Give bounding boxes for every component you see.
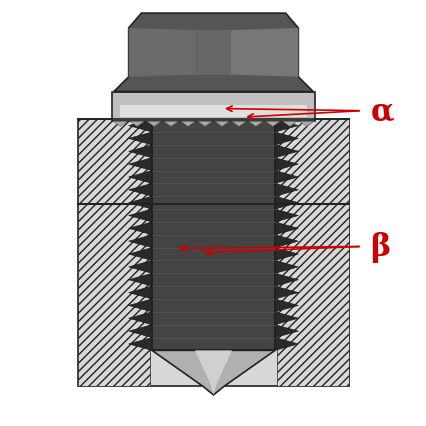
Polygon shape	[128, 184, 152, 197]
Polygon shape	[274, 248, 298, 261]
Polygon shape	[128, 133, 152, 146]
Polygon shape	[274, 312, 298, 325]
FancyBboxPatch shape	[120, 106, 306, 118]
Polygon shape	[128, 286, 152, 299]
Polygon shape	[147, 87, 161, 92]
Polygon shape	[128, 261, 152, 273]
Polygon shape	[282, 87, 296, 92]
Polygon shape	[274, 273, 298, 286]
Polygon shape	[214, 122, 229, 127]
Polygon shape	[128, 338, 152, 351]
Polygon shape	[265, 87, 279, 92]
Polygon shape	[152, 351, 274, 395]
Polygon shape	[230, 29, 298, 78]
Polygon shape	[130, 122, 144, 127]
Polygon shape	[164, 87, 178, 92]
Polygon shape	[128, 325, 152, 338]
Polygon shape	[128, 210, 152, 222]
Polygon shape	[274, 261, 298, 273]
Polygon shape	[248, 122, 262, 127]
Polygon shape	[274, 120, 298, 133]
Polygon shape	[128, 146, 152, 158]
Polygon shape	[181, 87, 195, 92]
Polygon shape	[128, 197, 152, 210]
Polygon shape	[113, 122, 127, 127]
Polygon shape	[274, 210, 298, 222]
FancyBboxPatch shape	[78, 120, 348, 204]
Polygon shape	[128, 120, 152, 133]
Polygon shape	[274, 146, 298, 158]
Polygon shape	[128, 248, 152, 261]
Polygon shape	[128, 222, 152, 235]
FancyBboxPatch shape	[78, 120, 150, 204]
FancyBboxPatch shape	[152, 120, 274, 351]
Polygon shape	[128, 312, 152, 325]
Polygon shape	[128, 158, 152, 171]
FancyBboxPatch shape	[78, 204, 150, 386]
Polygon shape	[181, 122, 195, 127]
Polygon shape	[231, 122, 245, 127]
Polygon shape	[274, 197, 298, 210]
Polygon shape	[128, 273, 152, 286]
Polygon shape	[195, 351, 231, 395]
Polygon shape	[274, 171, 298, 184]
Polygon shape	[274, 325, 298, 338]
Polygon shape	[147, 122, 161, 127]
Polygon shape	[274, 133, 298, 146]
Polygon shape	[128, 29, 196, 78]
Polygon shape	[231, 87, 245, 92]
Text: β: β	[370, 231, 390, 262]
FancyBboxPatch shape	[78, 204, 348, 386]
Polygon shape	[164, 122, 178, 127]
Polygon shape	[128, 235, 152, 248]
Polygon shape	[265, 122, 279, 127]
Polygon shape	[248, 87, 262, 92]
Polygon shape	[274, 338, 298, 351]
Polygon shape	[299, 122, 313, 127]
Polygon shape	[197, 87, 212, 92]
Text: α: α	[370, 96, 393, 127]
FancyBboxPatch shape	[112, 92, 314, 122]
Polygon shape	[214, 87, 229, 92]
Polygon shape	[274, 158, 298, 171]
Polygon shape	[113, 87, 127, 92]
Polygon shape	[114, 14, 312, 92]
Polygon shape	[128, 299, 152, 312]
Polygon shape	[274, 286, 298, 299]
Polygon shape	[282, 122, 296, 127]
Polygon shape	[274, 235, 298, 248]
Polygon shape	[196, 31, 230, 75]
Polygon shape	[130, 87, 144, 92]
Polygon shape	[197, 122, 212, 127]
FancyBboxPatch shape	[276, 204, 348, 386]
Polygon shape	[274, 299, 298, 312]
Polygon shape	[128, 171, 152, 184]
Polygon shape	[274, 184, 298, 197]
Polygon shape	[274, 222, 298, 235]
FancyBboxPatch shape	[276, 120, 348, 204]
Polygon shape	[299, 87, 313, 92]
